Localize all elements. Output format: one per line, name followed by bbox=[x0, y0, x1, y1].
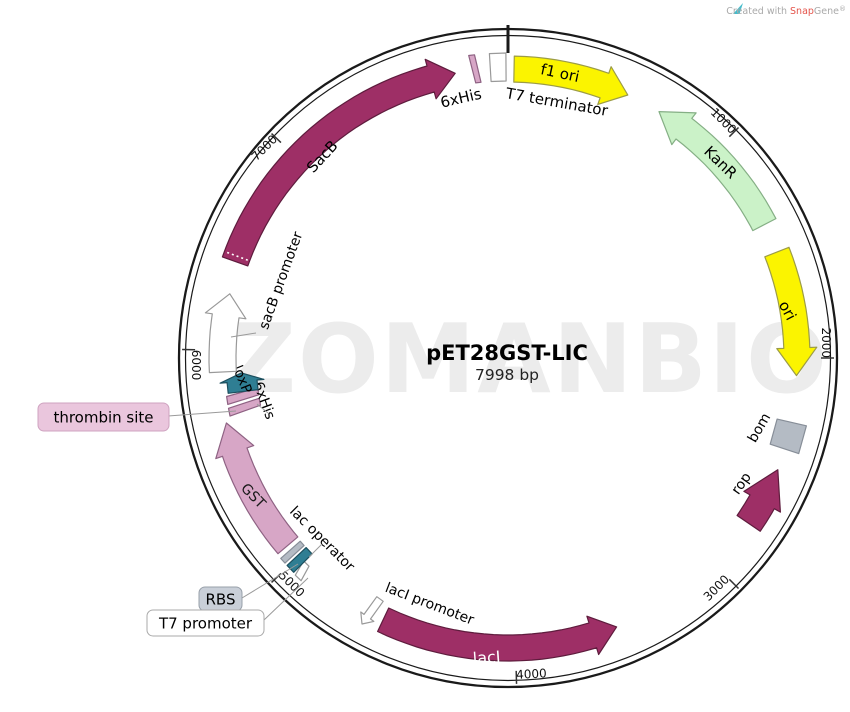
thrombin-site-label-text: thrombin site bbox=[53, 408, 153, 426]
t7-promoter-label-line bbox=[263, 577, 309, 621]
feature-rbs-box bbox=[280, 540, 305, 564]
thrombin-site-label-line bbox=[167, 410, 237, 417]
feature-f1-ori bbox=[513, 55, 629, 105]
feature-kanr bbox=[658, 111, 777, 232]
tick-label-4000: 4000 bbox=[516, 666, 547, 682]
tick-mark-1000 bbox=[728, 126, 740, 138]
rbs-label-line bbox=[241, 563, 299, 599]
tick-label-2000: 2000 bbox=[819, 327, 833, 358]
feature-sacb bbox=[221, 58, 456, 267]
credit-line: Created with SnapGene® bbox=[726, 3, 846, 17]
rbs-label-text: RBS bbox=[206, 590, 236, 608]
feature-t7-terminator-box bbox=[488, 52, 507, 83]
tick-label-6000: 6000 bbox=[189, 350, 203, 381]
lac-operator-line bbox=[308, 543, 323, 558]
feature-his6-top-mark bbox=[468, 54, 482, 84]
tick-mark-7000 bbox=[271, 133, 282, 144]
plasmid-title: pET28GST-LIC bbox=[426, 341, 588, 365]
his6-left-line bbox=[256, 403, 269, 414]
t7-promoter-label-text: T7 promoter bbox=[158, 614, 253, 632]
sacb-start-dash bbox=[225, 251, 249, 261]
plasmid-size-label: 7998 bp bbox=[475, 366, 539, 384]
t7-promoter-label-box bbox=[146, 609, 265, 637]
feature-ori bbox=[764, 246, 818, 377]
tick-mark-3000 bbox=[728, 578, 740, 590]
feature-sacb-promoter bbox=[204, 293, 247, 374]
feature-laci-promoter bbox=[360, 596, 384, 625]
tick-label-3000: 3000 bbox=[701, 572, 732, 603]
feature-label-laci: lacI bbox=[472, 647, 501, 668]
feature-label-bom: bom bbox=[745, 411, 774, 446]
snapgene-logo-icon bbox=[733, 3, 743, 14]
watermark-text: ZOMANBIO bbox=[227, 305, 829, 415]
sacb-promoter-line bbox=[230, 332, 257, 338]
feature-bom bbox=[769, 418, 807, 455]
feature-label-his6-top-mark: 6xHis bbox=[439, 85, 484, 112]
feature-gst bbox=[215, 422, 299, 555]
thrombin-site-label-box bbox=[37, 402, 170, 432]
feature-thrombin-mark bbox=[227, 397, 262, 417]
credit-text: Created with SnapGene® bbox=[726, 5, 846, 17]
feature-lac-operator-box bbox=[286, 547, 313, 573]
feature-rop bbox=[736, 469, 781, 532]
feature-loxp bbox=[219, 372, 265, 394]
feature-laci bbox=[377, 607, 618, 662]
